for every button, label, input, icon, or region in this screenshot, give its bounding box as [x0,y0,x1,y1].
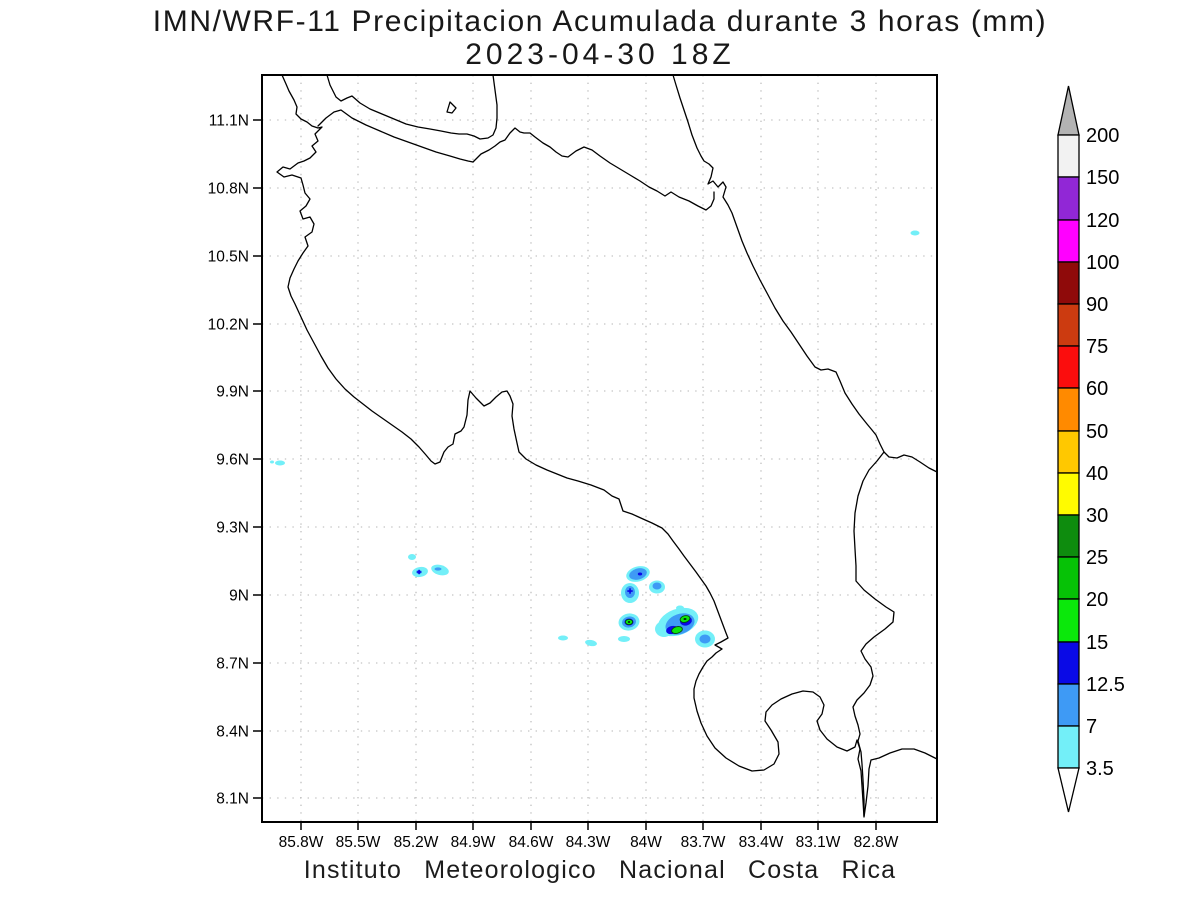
colorbar-cells [1057,134,1080,769]
lon-tick-label: 84.6W [509,834,554,851]
lat-tick-label: 10.8N [208,181,249,198]
lat-tick-label: 9.3N [216,520,249,537]
coastline-layer [276,74,938,818]
lon-tick-label: 83.7W [681,834,726,851]
colorbar-over-arrow [1057,85,1080,136]
lat-tick-label: 8.4N [216,724,249,741]
lat-tick-label: 10.2N [208,317,249,334]
colorbar-level-label: 40 [1086,463,1108,485]
lon-tick-label: 84.9W [451,834,496,851]
colorbar: 200 150 120 100 90 75 60 50 40 30 25 20 … [1057,85,1125,813]
precip-shading-12-5mm [417,569,692,635]
colorbar-cell [1057,134,1080,178]
colorbar-level-label: 20 [1086,589,1108,611]
lat-tick-label: 10.5N [208,249,249,266]
colorbar-cell [1057,683,1080,727]
colorbar-level-label: 75 [1086,336,1108,358]
nicaragua-border-line [317,109,474,163]
caribbean-coastline [672,74,938,473]
colorbar-level-label: 200 [1086,125,1119,147]
lat-tick-label: 11.1N [209,113,249,130]
colorbar-level-label: 3.5 [1086,758,1114,780]
colorbar-level-label: 60 [1086,378,1108,400]
lon-tick-label: 85.2W [394,834,439,851]
lon-tick-label: 83.4W [739,834,784,851]
lake-island [446,101,457,114]
colorbar-level-label: 50 [1086,421,1108,443]
colorbar-cell [1057,176,1080,221]
lon-tick-label: 84W [630,834,662,851]
lat-tick-label: 9N [229,588,249,605]
precip-shading-3-5mm [270,230,920,648]
lon-tick-label: 83.1W [796,834,841,851]
colorbar-cell [1057,641,1080,685]
colorbar-under-arrow [1057,767,1080,813]
colorbar-level-label: 100 [1086,252,1119,274]
lon-tick-label: 85.5W [336,834,381,851]
colorbar-level-label: 90 [1086,294,1108,316]
colorbar-cell [1057,598,1080,643]
page-subtitle-datetime: 2023-04-30 18Z [465,38,735,71]
lon-tick-label: 85.8W [279,834,324,851]
plot-frame [253,74,938,830]
colorbar-cell [1057,219,1080,263]
colorbar-cell [1057,345,1080,389]
colorbar-level-label: 120 [1086,210,1119,232]
colorbar-level-label: 12.5 [1086,674,1125,696]
colorbar-level-label: 150 [1086,167,1119,189]
axis-ticks [253,119,877,830]
lon-tick-label: 84.3W [566,834,611,851]
pacific-coastline [276,74,938,818]
colorbar-cell [1057,303,1080,347]
san-juan-river-border [472,127,715,211]
lat-tick-label: 8.1N [216,791,249,808]
colorbar-level-label: 25 [1086,547,1108,569]
colorbar-labels: 200 150 120 100 90 75 60 50 40 30 25 20 … [1086,125,1125,780]
lake-nicaragua-shore [326,74,498,140]
page-title: IMN/WRF-11 Precipitacion Acumulada duran… [152,5,1048,38]
colorbar-level-label: 7 [1086,716,1097,738]
colorbar-cell [1057,472,1080,516]
longitude-axis-labels: 85.8W 85.5W 85.2W 84.9W 84.6W 84.3W 84W … [279,834,899,851]
lat-tick-label: 9.9N [216,384,249,401]
colorbar-level-label: 15 [1086,632,1108,654]
footer-caption: Instituto Meteorologico Nacional Costa R… [303,856,897,884]
colorbar-cell [1057,556,1080,600]
graticule-grid [262,75,937,822]
colorbar-cell [1057,514,1080,558]
precip-core-marks [627,618,687,623]
colorbar-cell [1057,725,1080,769]
lat-tick-label: 8.7N [216,656,249,673]
colorbar-cell [1057,387,1080,432]
colorbar-cell [1057,430,1080,474]
colorbar-cell [1057,261,1080,305]
lat-tick-label: 9.6N [216,452,249,469]
latitude-axis-labels: 11.1N 10.8N 10.5N 10.2N 9.9N 9.6N 9.3N 9… [208,113,249,808]
colorbar-level-label: 30 [1086,505,1108,527]
lon-tick-label: 82.8W [854,834,899,851]
panama-border-line [852,451,895,817]
